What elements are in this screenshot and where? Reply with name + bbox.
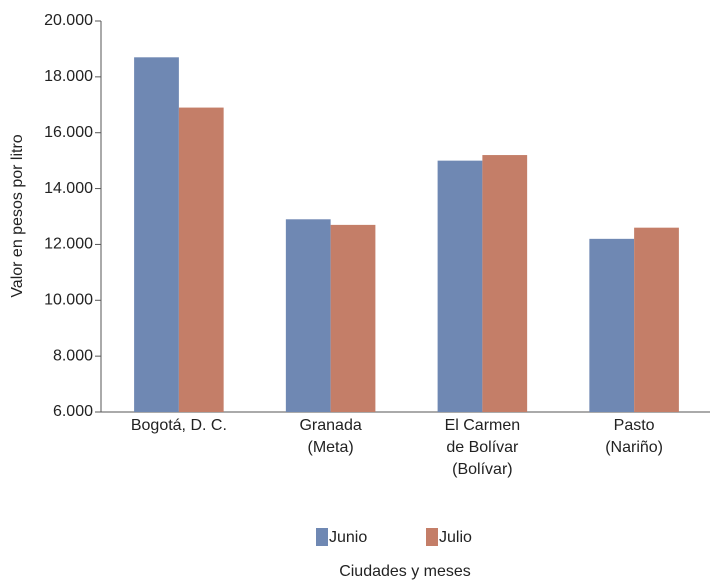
x-tick-label: Bogotá, D. C. [131, 417, 227, 434]
x-tick-label: Pasto (Nariño) [605, 417, 663, 456]
x-tick-label: El Carmen de Bolívar (Bolívar) [445, 417, 521, 478]
bar [482, 155, 528, 413]
bar [330, 224, 376, 412]
x-tick-label: Granada (Meta) [299, 417, 361, 456]
y-tick-label: 18.000 [44, 68, 93, 85]
y-axis-label: Valor en pesos por litro [9, 134, 26, 297]
legend-swatch [426, 528, 438, 546]
bar [285, 219, 331, 412]
y-tick-label: 12.000 [44, 236, 93, 253]
bar [437, 160, 483, 412]
bar [178, 107, 224, 412]
y-tick-label: 14.000 [44, 180, 93, 197]
x-axis-label: Ciudades y meses [339, 563, 471, 580]
bar [589, 238, 635, 412]
bar [134, 57, 179, 413]
y-tick-label: 20.000 [44, 12, 93, 29]
legend-label: Junio [329, 529, 367, 546]
y-tick-label: 16.000 [44, 124, 93, 141]
y-tick-label: 8.000 [53, 347, 93, 364]
legend-label: Julio [439, 529, 472, 546]
legend-swatch [316, 528, 328, 546]
y-tick-label: 6.000 [53, 403, 93, 420]
bar [634, 227, 679, 412]
y-tick-label: 10.000 [44, 292, 93, 309]
